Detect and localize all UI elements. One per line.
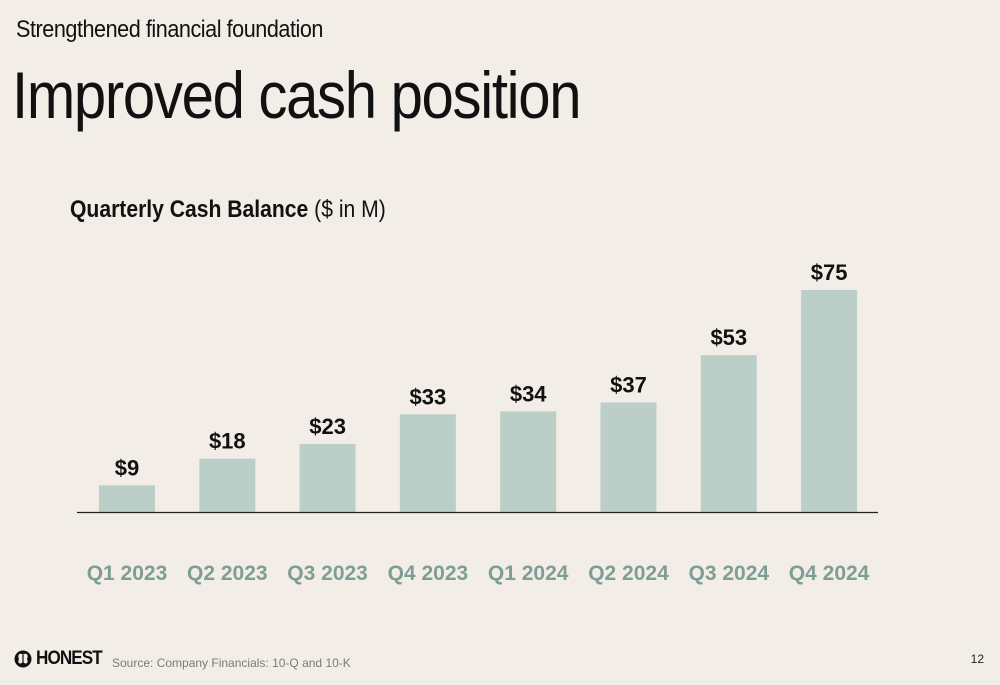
page-title: Improved cash position xyxy=(12,58,582,132)
butterfly-icon xyxy=(14,650,32,668)
logo-wordmark: HONEST xyxy=(36,648,103,669)
data-label: $23 xyxy=(309,414,346,439)
category-label: Q3 2023 xyxy=(287,562,368,585)
bar xyxy=(600,402,657,512)
chart-title-unit: ($ in M) xyxy=(314,196,386,223)
data-label: $33 xyxy=(410,384,447,409)
bar xyxy=(801,290,858,512)
bar xyxy=(500,411,557,512)
bar xyxy=(700,355,757,512)
category-label: Q1 2024 xyxy=(488,562,569,585)
data-label: $18 xyxy=(209,429,246,454)
bar xyxy=(299,443,356,512)
chart-title-main: Quarterly Cash Balance xyxy=(70,196,309,223)
category-label: Q3 2024 xyxy=(689,562,770,585)
page-number: 12 xyxy=(970,652,984,666)
eyebrow-title: Strengthened financial foundation xyxy=(16,16,323,43)
data-label: $53 xyxy=(710,325,747,350)
data-label: $9 xyxy=(115,455,139,480)
category-label: Q4 2023 xyxy=(388,562,469,585)
bar xyxy=(399,414,456,512)
bar xyxy=(199,458,256,512)
data-label: $75 xyxy=(811,260,848,285)
source-note: Source: Company Financials: 10-Q and 10-… xyxy=(112,656,351,670)
chart-title: Quarterly Cash Balance ($ in M) xyxy=(70,196,386,224)
data-label: $37 xyxy=(610,372,647,397)
category-label: Q4 2024 xyxy=(789,562,870,585)
bar xyxy=(99,485,155,512)
category-label: Q1 2023 xyxy=(87,562,168,585)
data-label: $34 xyxy=(510,381,547,406)
honest-logo: HONEST xyxy=(14,648,109,670)
category-label: Q2 2023 xyxy=(187,562,268,585)
category-label: Q2 2024 xyxy=(588,562,669,585)
